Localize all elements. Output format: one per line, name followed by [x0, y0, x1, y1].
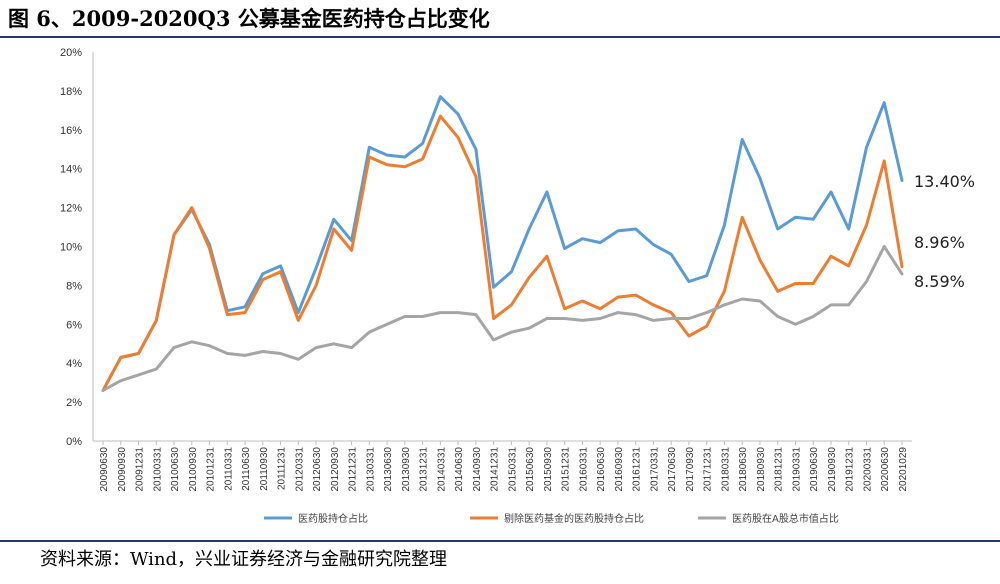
x-tick-label: 20110630: [241, 447, 252, 491]
series-end-label-1: 13.40%: [914, 172, 975, 191]
x-tick-label: 20201029: [898, 447, 909, 492]
x-tick-label: 20170630: [667, 447, 678, 492]
x-tick-label: 20131231: [419, 447, 430, 492]
x-tick-label: 20190331: [791, 447, 802, 492]
x-tick-label: 20110930: [259, 447, 270, 491]
x-tick-label: 20181231: [774, 447, 785, 492]
page-title: 图 6、2009-2020Q3 公募基金医药持仓占比变化: [8, 6, 490, 31]
x-tick-label: 20190630: [809, 447, 820, 492]
x-tick-label: 20130331: [365, 447, 376, 492]
chart-axes: [92, 52, 912, 442]
y-tick-label: 2%: [66, 397, 82, 409]
x-tick-label: 20110331: [223, 447, 234, 491]
x-tick-label: 20120930: [330, 447, 341, 492]
x-tick-label: 20200331: [862, 447, 873, 492]
x-tick-label: 20160331: [578, 447, 589, 492]
x-tick-label: 20140930: [472, 447, 483, 492]
y-axis-ticks: 0% 2% 4% 6% 8% 10% 12% 14% 16% 18% 20%: [60, 47, 82, 448]
x-tick-label: 20151231: [561, 447, 572, 492]
x-tick-label: 20191231: [845, 447, 856, 492]
y-tick-label: 10%: [60, 242, 82, 254]
x-tick-label: 20160630: [596, 447, 607, 492]
source-divider: [0, 540, 1000, 542]
x-tick-label: 20090930: [117, 447, 128, 492]
x-tick-label: 20120630: [312, 447, 323, 492]
series-end-label-2: 8.96%: [914, 233, 965, 252]
y-tick-label: 8%: [66, 280, 82, 292]
legend-label-1: 医药股持仓占比: [298, 512, 368, 525]
x-tick-label: 20130930: [401, 447, 412, 492]
y-tick-label: 16%: [60, 125, 82, 137]
x-tick-label: 20091231: [135, 447, 146, 492]
x-tick-label: 20130630: [383, 447, 394, 492]
series-end-labels: 13.40% 8.96% 8.59%: [914, 172, 975, 291]
x-axis-ticks: 20090630 20090930 20091231 20100331 20100630…: [99, 441, 909, 492]
x-tick-label: 20120331: [294, 447, 305, 492]
y-tick-label: 20%: [60, 47, 82, 59]
x-tick-label: 20150930: [543, 447, 554, 492]
x-tick-label: 20160930: [614, 447, 625, 492]
x-tick-label: 20190930: [827, 447, 838, 492]
x-tick-label: 20150630: [525, 447, 536, 492]
x-tick-label: 20090630: [99, 447, 110, 492]
y-tick-label: 14%: [60, 164, 82, 176]
chart-series: [101, 95, 904, 392]
x-tick-label: 20141231: [490, 447, 501, 492]
legend-label-3: 医药股在A股总市值占比: [732, 512, 839, 525]
y-tick-label: 18%: [60, 86, 82, 98]
x-tick-label: 20161231: [632, 447, 643, 492]
x-tick-label: 20180331: [720, 447, 731, 492]
x-tick-label: 20101231: [206, 447, 217, 492]
x-tick-label: 20180630: [738, 447, 749, 492]
x-tick-label: 20170930: [685, 447, 696, 492]
series-end-label-3: 8.59%: [914, 272, 965, 291]
x-tick-label: 20200630: [880, 447, 891, 492]
legend-label-2: 剔除医药基金的医药股持仓占比: [504, 512, 644, 525]
y-tick-label: 0%: [66, 436, 82, 448]
y-tick-label: 12%: [60, 203, 82, 215]
y-tick-label: 4%: [66, 358, 82, 370]
x-tick-label: 20111231: [277, 447, 288, 490]
chart-legend: 医药股持仓占比 剔除医药基金的医药股持仓占比 医药股在A股总市值占比: [264, 512, 839, 525]
line-chart: 0%2%4%6%8%10%12%14%16%18%20% 20090630 200…: [60, 47, 975, 525]
y-tick-label: 6%: [66, 319, 82, 331]
series-line-2: [101, 114, 904, 392]
title-divider: [0, 36, 1000, 38]
x-tick-label: 20150331: [507, 447, 518, 492]
x-tick-label: 20140331: [436, 447, 447, 492]
x-tick-label: 20140630: [454, 447, 465, 492]
x-tick-label: 20100930: [188, 447, 199, 492]
x-tick-label: 20171231: [703, 447, 714, 492]
source-note: 资料来源：Wind，兴业证券经济与金融研究院整理: [40, 549, 448, 570]
x-tick-label: 20180930: [756, 447, 767, 492]
x-tick-label: 20100331: [152, 447, 163, 492]
series-line-3: [101, 245, 904, 392]
x-tick-label: 20170331: [649, 447, 660, 492]
x-tick-label: 20100630: [170, 447, 181, 492]
series-line-1: [101, 95, 904, 392]
x-tick-label: 20121231: [348, 447, 359, 492]
